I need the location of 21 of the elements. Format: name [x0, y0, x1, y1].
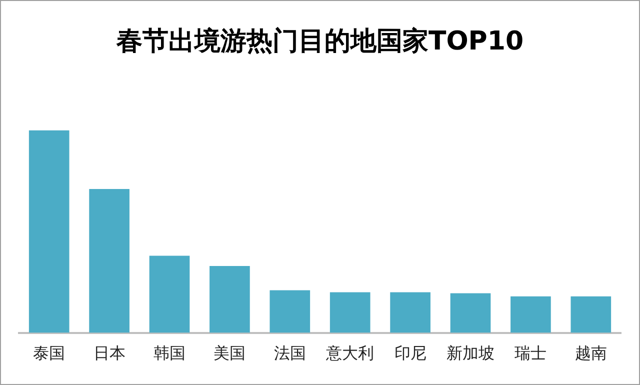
x-tick-label: 法国	[274, 344, 306, 363]
bar	[149, 256, 190, 333]
bar	[210, 266, 250, 333]
bar	[270, 290, 310, 333]
x-tick-label: 美国	[214, 344, 246, 363]
bar	[450, 293, 491, 333]
bar	[330, 292, 370, 333]
bar	[510, 296, 551, 333]
bar	[570, 296, 612, 333]
x-tick-label: 泰国	[33, 344, 66, 363]
x-tick-label: 印尼	[394, 344, 426, 363]
bar	[28, 130, 70, 333]
bar	[390, 292, 430, 333]
x-tick-label: 意大利	[325, 344, 374, 363]
x-tick-label: 日本	[93, 344, 126, 363]
x-tick-label: 越南	[574, 344, 607, 363]
chart-title: 春节出境游热门目的地国家TOP10	[115, 26, 524, 56]
bar	[89, 188, 130, 333]
x-tick-label: 韩国	[154, 344, 186, 363]
x-tick-label: 瑞士	[514, 344, 547, 363]
x-tick-label: 新加坡	[446, 344, 494, 363]
